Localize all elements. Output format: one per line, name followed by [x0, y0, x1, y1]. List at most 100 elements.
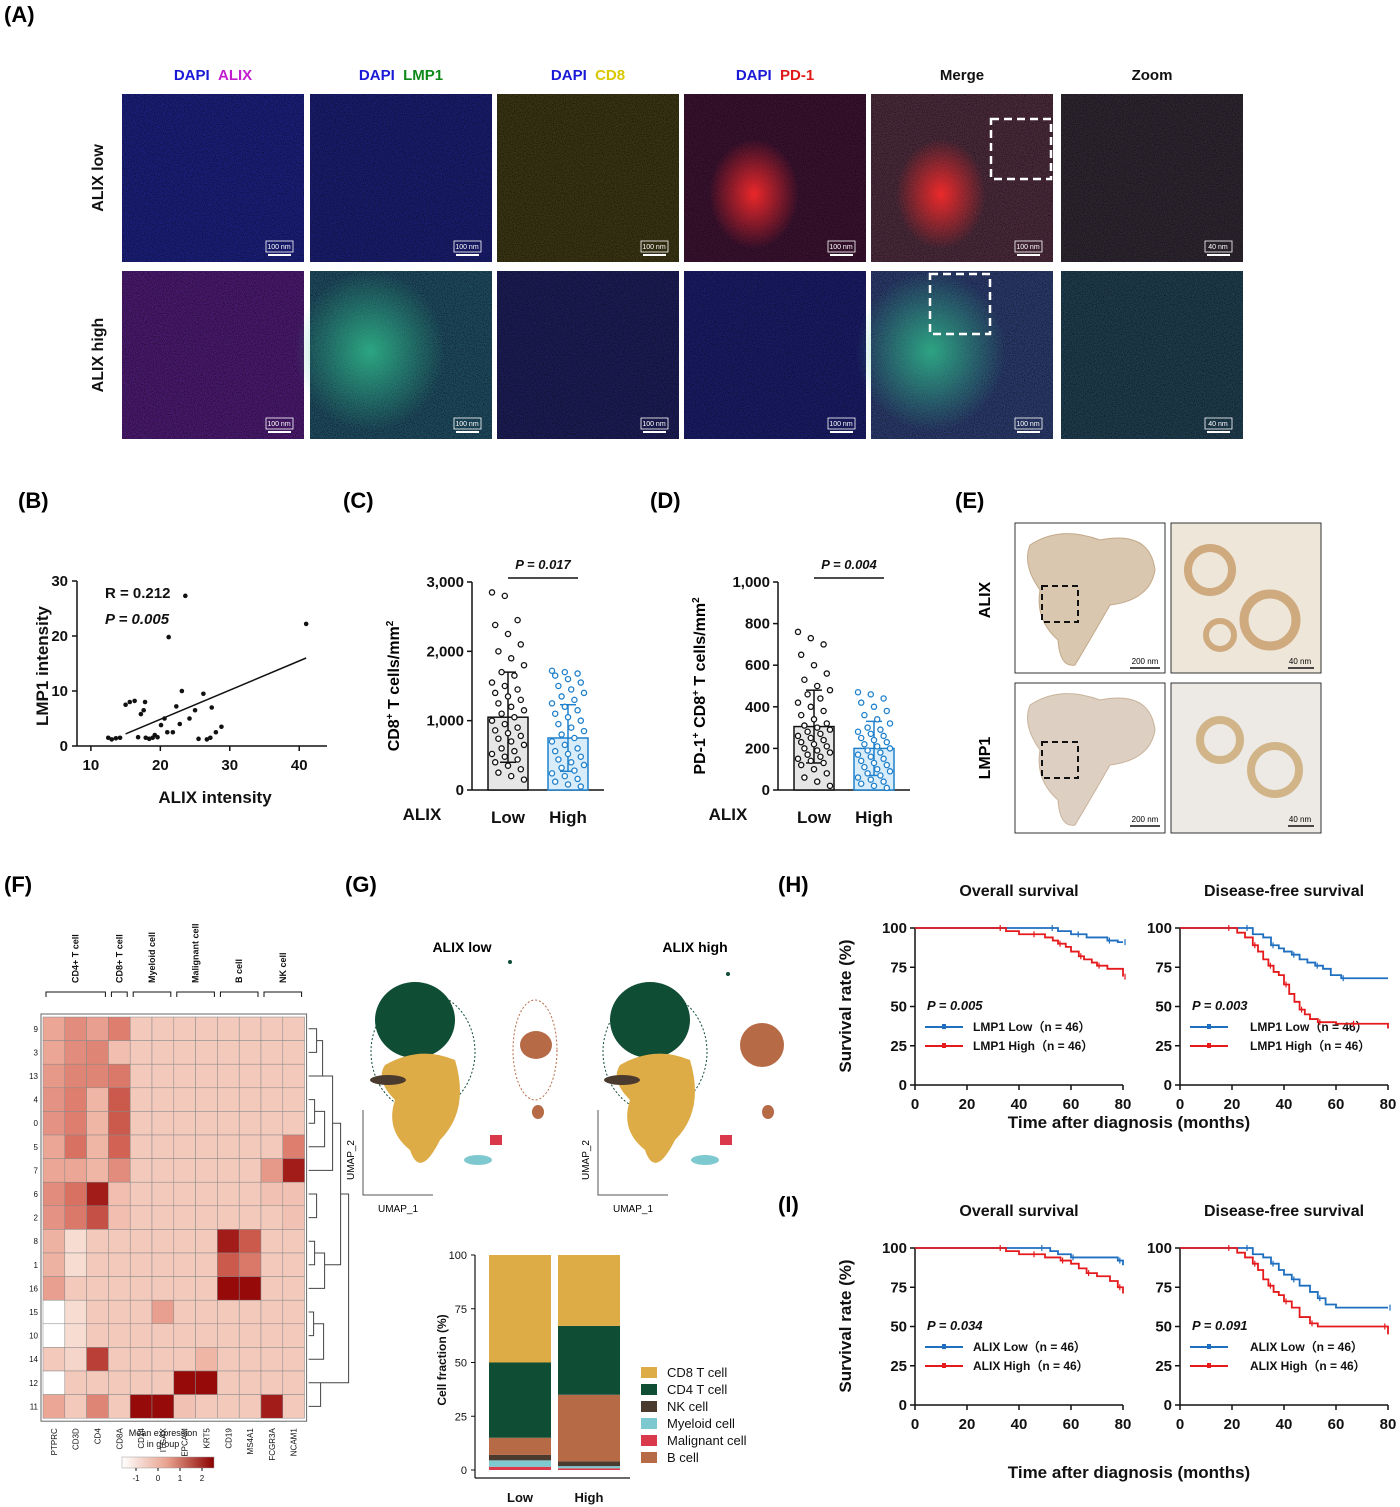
data-point: [123, 702, 128, 708]
y-tick-label: 100: [1147, 920, 1172, 937]
cluster-label: 6: [34, 1190, 39, 1199]
y-tick-label: 0: [60, 738, 68, 755]
data-point: [807, 703, 815, 711]
data-point: [548, 738, 556, 745]
data-point: [488, 679, 496, 686]
y-tick-label: 0: [456, 782, 464, 799]
column-header-part: CD8: [587, 67, 625, 84]
heatmap-cell: [173, 1347, 196, 1372]
heatmap-cell: [238, 1370, 262, 1395]
umap-cluster-cd4: [610, 982, 690, 1058]
heatmap-cell: [42, 1134, 66, 1159]
heatmap-cell: [42, 1111, 66, 1136]
column-header-part: DAPI: [359, 67, 395, 84]
dendrogram: [308, 1028, 350, 1407]
cluster-label: 4: [34, 1096, 39, 1105]
legend-label: ALIX High（n = 46）: [1250, 1358, 1366, 1373]
group-bracket: [110, 991, 128, 997]
heatmap-cell: [217, 1252, 240, 1277]
ihc-gland: [1247, 742, 1303, 798]
data-point: [135, 734, 141, 740]
heatmap-cell: [129, 1063, 153, 1089]
data-point: [870, 782, 878, 790]
heatmap-cell: [217, 1181, 240, 1207]
ihc-scale-label: 40 nm: [1289, 815, 1312, 824]
survival-title: Disease-free survival: [1204, 1203, 1364, 1220]
data-point: [854, 751, 862, 758]
x-tick-label: 10: [83, 757, 100, 774]
y-tick-label: 50: [455, 1358, 467, 1370]
data-point: [797, 738, 805, 746]
heatmap-cell: [260, 1370, 284, 1395]
survival-curve: [915, 927, 1124, 977]
column-header-part: DAPI: [174, 67, 210, 84]
stack-segment: [558, 1461, 620, 1467]
x-tick-label: 40: [1011, 1096, 1028, 1113]
data-point: [580, 689, 588, 697]
heatmap-cell: [173, 1252, 196, 1277]
scale-box: [453, 417, 482, 430]
heatmap-cell: [217, 1394, 240, 1419]
column-header-part: Zoom: [1132, 67, 1173, 84]
colorbar: [121, 1456, 215, 1469]
data-point: [854, 728, 862, 736]
micrograph-signal: [896, 139, 986, 249]
heatmap-cell: [129, 1205, 153, 1230]
p-value: P = 0.034: [927, 1318, 983, 1333]
umap-cluster-b: [520, 1031, 552, 1059]
y-axis-label: PD-1+ CD8+ T cells/mm2: [691, 597, 709, 775]
data-point: [208, 735, 213, 741]
scale-box: [1014, 240, 1043, 253]
heatmap-cell: [195, 1299, 218, 1325]
heatmap-cell: [238, 1276, 262, 1301]
data-point: [574, 745, 581, 752]
heatmap-cell: [129, 1276, 153, 1301]
panel-label-d: (D): [650, 488, 681, 513]
heatmap-cell: [151, 1229, 175, 1254]
stack-segment: [489, 1437, 551, 1455]
heatmap-cell: [195, 1087, 218, 1112]
data-point: [511, 713, 518, 721]
umap-title: ALIX low: [432, 939, 491, 955]
legend-marker: [1207, 1363, 1211, 1368]
heatmap-cell: [86, 1205, 109, 1230]
x-category-label: High: [575, 1490, 604, 1505]
ihc-gland: [1239, 589, 1301, 651]
data-point: [580, 761, 588, 769]
panel-label-i: (I): [778, 1192, 799, 1217]
data-point: [567, 686, 575, 693]
heatmap-cell: [195, 1016, 218, 1041]
data-point: [801, 722, 808, 729]
data-point: [873, 743, 881, 750]
y-axis-label-part: T cells/mm: [692, 603, 709, 690]
data-point: [867, 776, 875, 783]
heatmap-cell: [42, 1370, 66, 1395]
data-point: [514, 616, 521, 624]
data-point: [495, 648, 502, 655]
heatmap-cell: [42, 1016, 66, 1041]
heatmap-cell: [151, 1370, 175, 1395]
x-axis-label: ALIX intensity: [158, 788, 272, 807]
legend-swatch: [641, 1435, 657, 1446]
data-point: [491, 689, 499, 697]
cluster-label: 2: [34, 1214, 39, 1223]
y-tick-label: 25: [1155, 1038, 1172, 1055]
heatmap-cell: [129, 1299, 153, 1325]
data-point: [558, 764, 565, 772]
cluster-label: 1: [34, 1261, 39, 1270]
gene-label: MS4A1: [246, 1428, 255, 1455]
data-point: [551, 747, 559, 755]
data-point: [548, 700, 556, 707]
heatmap-cell: [238, 1205, 262, 1230]
cluster-label: 16: [29, 1284, 38, 1293]
heatmap-cell: [260, 1087, 284, 1112]
data-point: [548, 770, 556, 777]
group-bracket: [45, 991, 106, 997]
data-point: [561, 703, 569, 711]
heatmap-cell: [173, 1323, 196, 1348]
data-point: [864, 747, 871, 754]
ihc-gland: [1184, 544, 1236, 596]
row-label: ALIX high: [90, 318, 107, 393]
y-tick-label: 25: [455, 1411, 467, 1423]
